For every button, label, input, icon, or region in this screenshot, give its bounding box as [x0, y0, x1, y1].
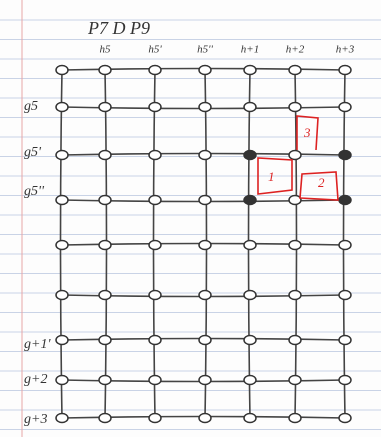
- node: [56, 336, 68, 345]
- node: [199, 103, 211, 112]
- annotation: 3: [303, 125, 311, 140]
- node: [244, 291, 256, 300]
- annotation: 2: [318, 175, 325, 190]
- node: [199, 291, 211, 300]
- node: [149, 196, 161, 205]
- node: [244, 376, 256, 385]
- node: [339, 291, 351, 300]
- node: [339, 196, 351, 205]
- row-label: g+2: [24, 372, 47, 387]
- node: [99, 66, 111, 75]
- node: [289, 291, 301, 300]
- node: [56, 66, 68, 75]
- node: [289, 103, 301, 112]
- annotation: 1: [268, 169, 275, 184]
- node: [56, 151, 68, 160]
- node: [339, 103, 351, 112]
- node: [199, 336, 211, 345]
- node: [149, 66, 161, 75]
- node: [149, 151, 161, 160]
- node: [289, 151, 301, 160]
- title: P7 D P9: [87, 18, 150, 38]
- node: [149, 414, 161, 423]
- node: [199, 151, 211, 160]
- node: [99, 336, 111, 345]
- node: [149, 336, 161, 345]
- row-label: g5'': [24, 184, 45, 199]
- node: [339, 151, 351, 160]
- node: [289, 66, 301, 75]
- node: [56, 241, 68, 250]
- column-label: h5': [148, 44, 162, 56]
- node: [199, 241, 211, 250]
- node: [149, 291, 161, 300]
- node: [339, 66, 351, 75]
- row-label: g5: [24, 99, 38, 114]
- node: [99, 376, 111, 385]
- node: [199, 66, 211, 75]
- row-label: g5': [24, 145, 42, 160]
- node: [99, 291, 111, 300]
- column-label: h5: [100, 44, 112, 56]
- node: [56, 103, 68, 112]
- node: [244, 196, 256, 205]
- node: [149, 103, 161, 112]
- node: [289, 196, 301, 205]
- node: [289, 336, 301, 345]
- column-label: h+3: [336, 44, 355, 56]
- row-label: g+3: [24, 412, 47, 427]
- node: [339, 241, 351, 250]
- node: [289, 414, 301, 423]
- node: [199, 414, 211, 423]
- node: [99, 241, 111, 250]
- node: [244, 336, 256, 345]
- node: [244, 241, 256, 250]
- node: [199, 376, 211, 385]
- row-label: g+1': [24, 337, 51, 352]
- node: [339, 414, 351, 423]
- column-label: h+1: [241, 44, 259, 56]
- notebook-page: P7 D P9 h5 h5' h5'' h+1 h+2 h+3 g5 g5' g5'' g+1' g…: [0, 0, 381, 437]
- node: [244, 103, 256, 112]
- node: [149, 376, 161, 385]
- node: [56, 414, 68, 423]
- node: [199, 196, 211, 205]
- node: [56, 376, 68, 385]
- node: [56, 196, 68, 205]
- node: [99, 103, 111, 112]
- node: [99, 196, 111, 205]
- node: [244, 66, 256, 75]
- node: [56, 291, 68, 300]
- column-label: h5'': [197, 44, 213, 56]
- node: [244, 151, 256, 160]
- node: [339, 336, 351, 345]
- node: [289, 376, 301, 385]
- node: [244, 414, 256, 423]
- node: [149, 241, 161, 250]
- column-label: h+2: [286, 44, 305, 56]
- node: [99, 151, 111, 160]
- node: [339, 376, 351, 385]
- node: [289, 241, 301, 250]
- node: [99, 414, 111, 423]
